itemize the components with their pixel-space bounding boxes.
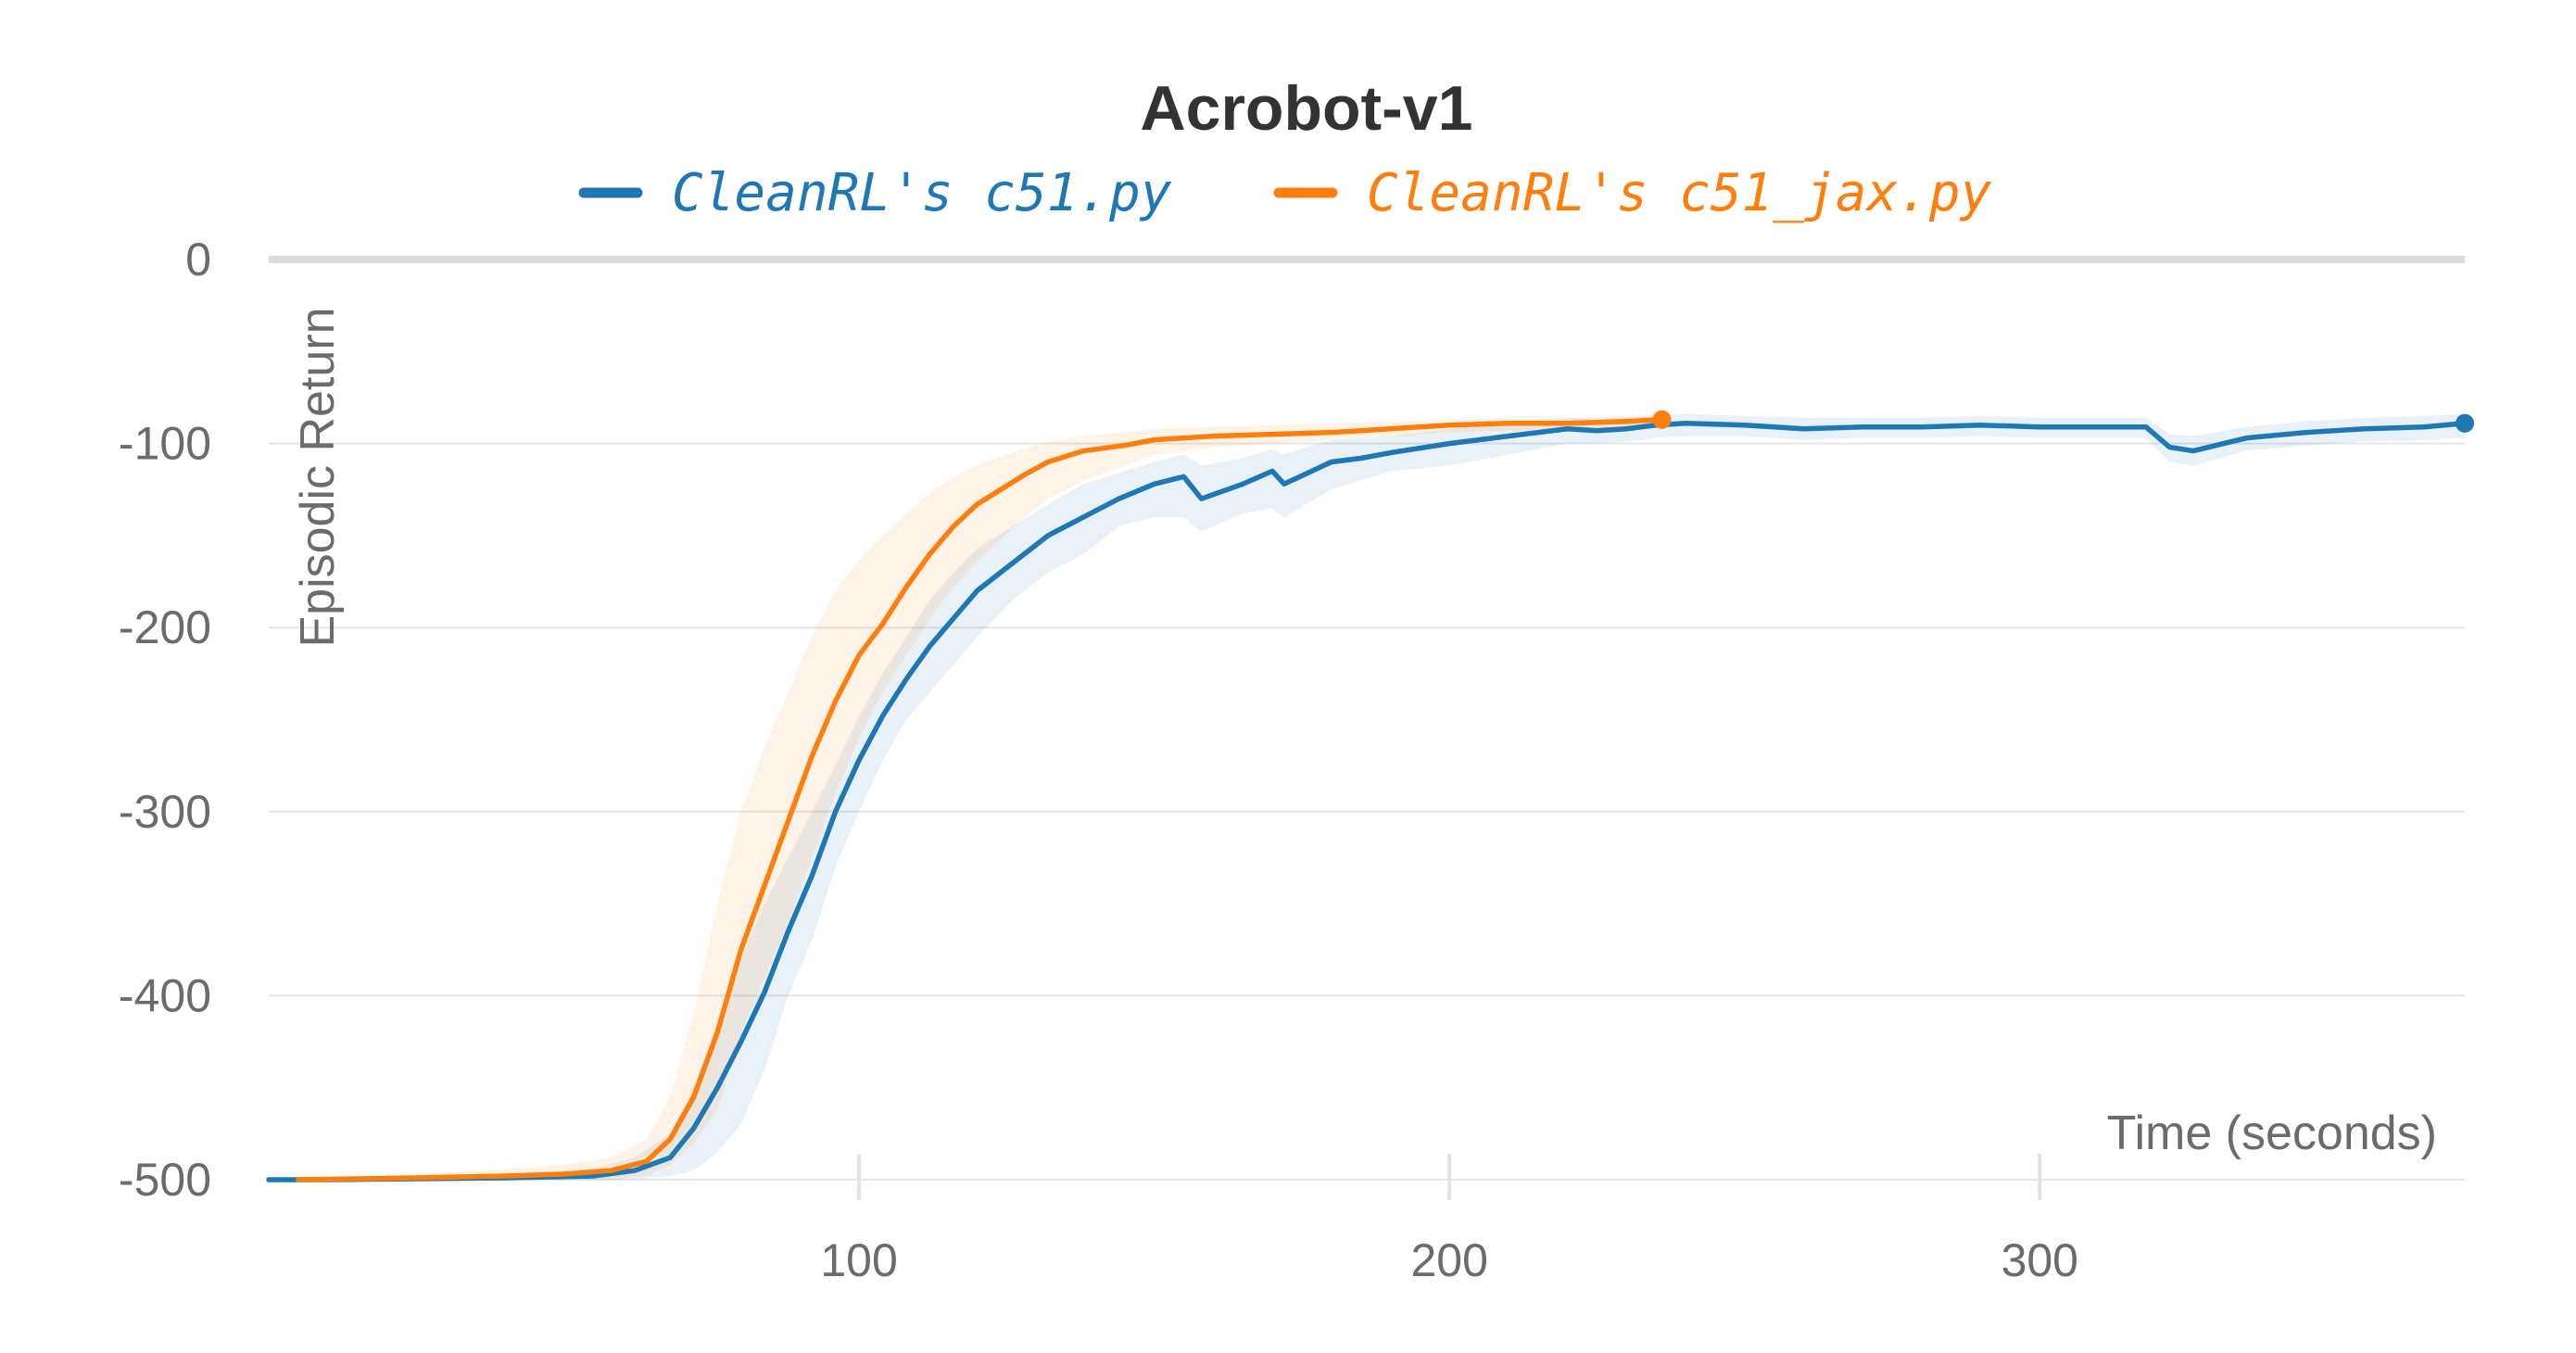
y-tick-label: -100 xyxy=(119,418,211,470)
series-2-band xyxy=(297,413,1662,1181)
series-2-endpoint xyxy=(1652,410,1672,429)
y-tick-label: 0 xyxy=(185,234,211,285)
x-tick-label: 300 xyxy=(2001,1234,2078,1286)
legend-label: CleanRL's c51_jax.py xyxy=(1367,163,1992,223)
y-tick-label: -200 xyxy=(119,601,211,653)
x-axis-label: Time (seconds) xyxy=(2107,1106,2437,1160)
grid xyxy=(269,256,2465,1200)
y-tick-label: -300 xyxy=(119,786,211,838)
chart-title: Acrobot-v1 xyxy=(1141,73,1473,144)
y-tick-label: -500 xyxy=(119,1154,211,1206)
series-2-line xyxy=(296,417,1665,1182)
tick-labels: 0 -100 -200 -300 -400 -500 100 200 300 xyxy=(119,234,2078,1286)
confidence-bands xyxy=(269,413,2465,1181)
series-1-endpoint xyxy=(2456,413,2474,433)
x-tick-label: 200 xyxy=(1410,1234,1487,1286)
legend-label: CleanRL's c51.py xyxy=(672,163,1172,223)
y-tick-label: -400 xyxy=(119,969,211,1021)
series-1-band xyxy=(269,413,2465,1181)
series-1-line xyxy=(266,421,2468,1182)
legend: CleanRL's c51.py CleanRL's c51_jax.py xyxy=(578,163,1992,223)
x-tick-label: 100 xyxy=(820,1234,897,1286)
series-lines xyxy=(266,410,2474,1182)
y-axis-label: Episodic Return xyxy=(291,307,345,647)
